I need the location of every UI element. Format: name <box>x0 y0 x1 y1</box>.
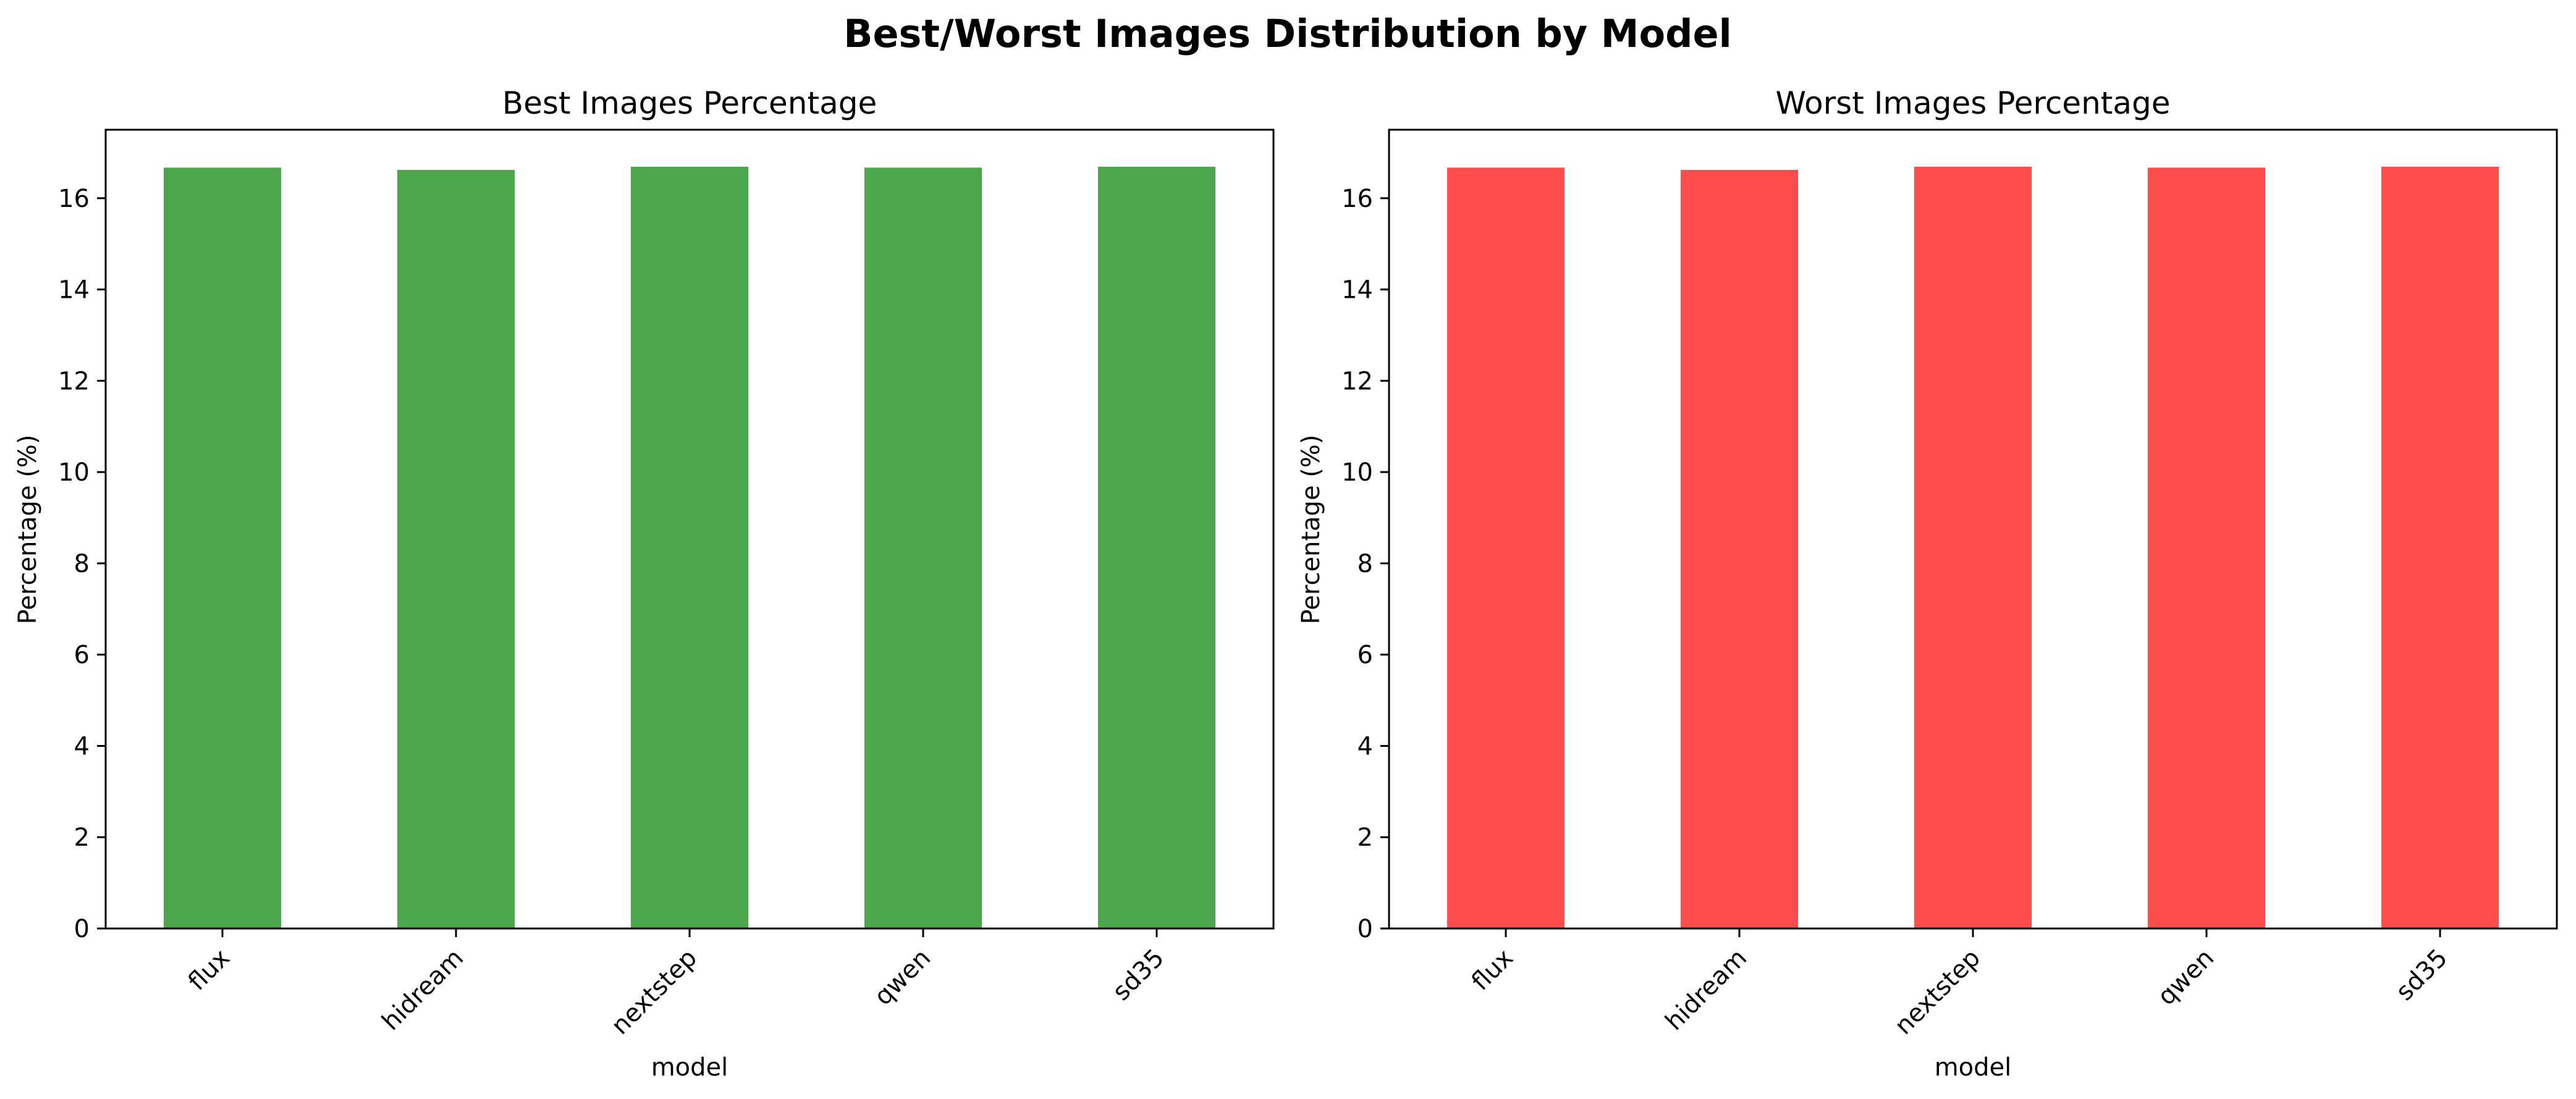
chart-worst-bar-qwen <box>2148 167 2265 928</box>
figure-suptitle: Best/Worst Images Distribution by Model <box>843 11 1732 56</box>
chart-worst-y-tick-label: 0 <box>1358 915 1373 943</box>
chart-worst-y-tick-label: 2 <box>1358 823 1373 852</box>
chart-best-y-tick-label: 10 <box>58 458 90 487</box>
chart-worst-bar-hidream <box>1681 170 1798 929</box>
chart-worst-x-axis: flux hidream nextstep qwen sd35 <box>1466 928 2453 1040</box>
chart-worst-bar-nextstep <box>1914 166 2032 929</box>
chart-best-y-tick-label: 0 <box>74 915 90 943</box>
chart-best-bar-qwen <box>864 167 982 928</box>
chart-best-y-axis-label: Percentage (%) <box>14 435 42 625</box>
chart-best-x-tick-label: nextstep <box>606 944 703 1040</box>
chart-worst-bars <box>1447 166 2499 929</box>
chart-worst-x-tick-label: nextstep <box>1890 944 1986 1040</box>
chart-worst-y-tick-label: 14 <box>1341 276 1373 305</box>
chart-worst-x-tick-label: sd35 <box>2391 944 2453 1006</box>
chart-best: Best Images Percentage 0 2 4 6 8 10 12 14 16 flu… <box>14 85 1275 1082</box>
chart-worst-y-tick-label: 10 <box>1341 458 1373 487</box>
chart-worst-x-tick-label: flux <box>1466 944 1519 996</box>
chart-best-y-tick-label: 2 <box>74 823 90 852</box>
chart-best-bar-nextstep <box>631 166 748 929</box>
chart-best-x-axis-label: model <box>651 1053 728 1082</box>
chart-worst-y-tick-label: 12 <box>1341 367 1373 395</box>
chart-best-y-tick-label: 12 <box>58 367 90 395</box>
chart-worst: Worst Images Percentage 0 2 4 6 8 10 12 14 16 fl… <box>1297 85 2558 1082</box>
chart-worst-y-tick-label: 16 <box>1341 185 1373 213</box>
chart-worst-y-tick-label: 4 <box>1358 732 1373 760</box>
chart-best-y-tick-label: 4 <box>74 732 90 760</box>
chart-best-y-axis: 0 2 4 6 8 10 12 14 16 <box>58 185 106 943</box>
chart-best-x-tick-label: hidream <box>377 944 470 1037</box>
chart-worst-y-axis-label: Percentage (%) <box>1297 435 1325 625</box>
chart-best-x-tick-label: sd35 <box>1107 944 1170 1006</box>
chart-best-bars <box>164 166 1215 929</box>
chart-best-y-tick-label: 16 <box>58 185 90 213</box>
chart-worst-x-axis-label: model <box>1935 1053 2012 1082</box>
chart-best-plot-frame <box>104 128 1275 930</box>
chart-best-title: Best Images Percentage <box>502 85 877 121</box>
chart-worst-bar-sd35 <box>2381 166 2499 929</box>
chart-worst-y-axis: 0 2 4 6 8 10 12 14 16 <box>1341 185 1389 943</box>
chart-worst-plot-frame <box>1388 128 2558 930</box>
chart-worst-x-tick-label: qwen <box>2152 944 2219 1011</box>
chart-worst-title: Worst Images Percentage <box>1775 85 2170 121</box>
chart-best-bar-sd35 <box>1098 166 1215 929</box>
chart-worst-y-tick-label: 6 <box>1358 641 1373 670</box>
chart-worst-bar-flux <box>1447 167 1565 928</box>
chart-best-bar-flux <box>164 167 281 928</box>
chart-worst-y-tick-label: 8 <box>1358 550 1373 578</box>
chart-best-x-tick-label: qwen <box>869 944 936 1011</box>
chart-best-x-tick-label: flux <box>183 944 235 996</box>
chart-best-x-axis: flux hidream nextstep qwen sd35 <box>183 928 1170 1040</box>
chart-best-y-tick-label: 6 <box>74 641 90 670</box>
chart-worst-x-tick-label: hidream <box>1660 944 1753 1037</box>
chart-best-y-tick-label: 8 <box>74 550 90 578</box>
chart-best-y-tick-label: 14 <box>58 276 90 305</box>
chart-best-bar-hidream <box>397 170 515 929</box>
